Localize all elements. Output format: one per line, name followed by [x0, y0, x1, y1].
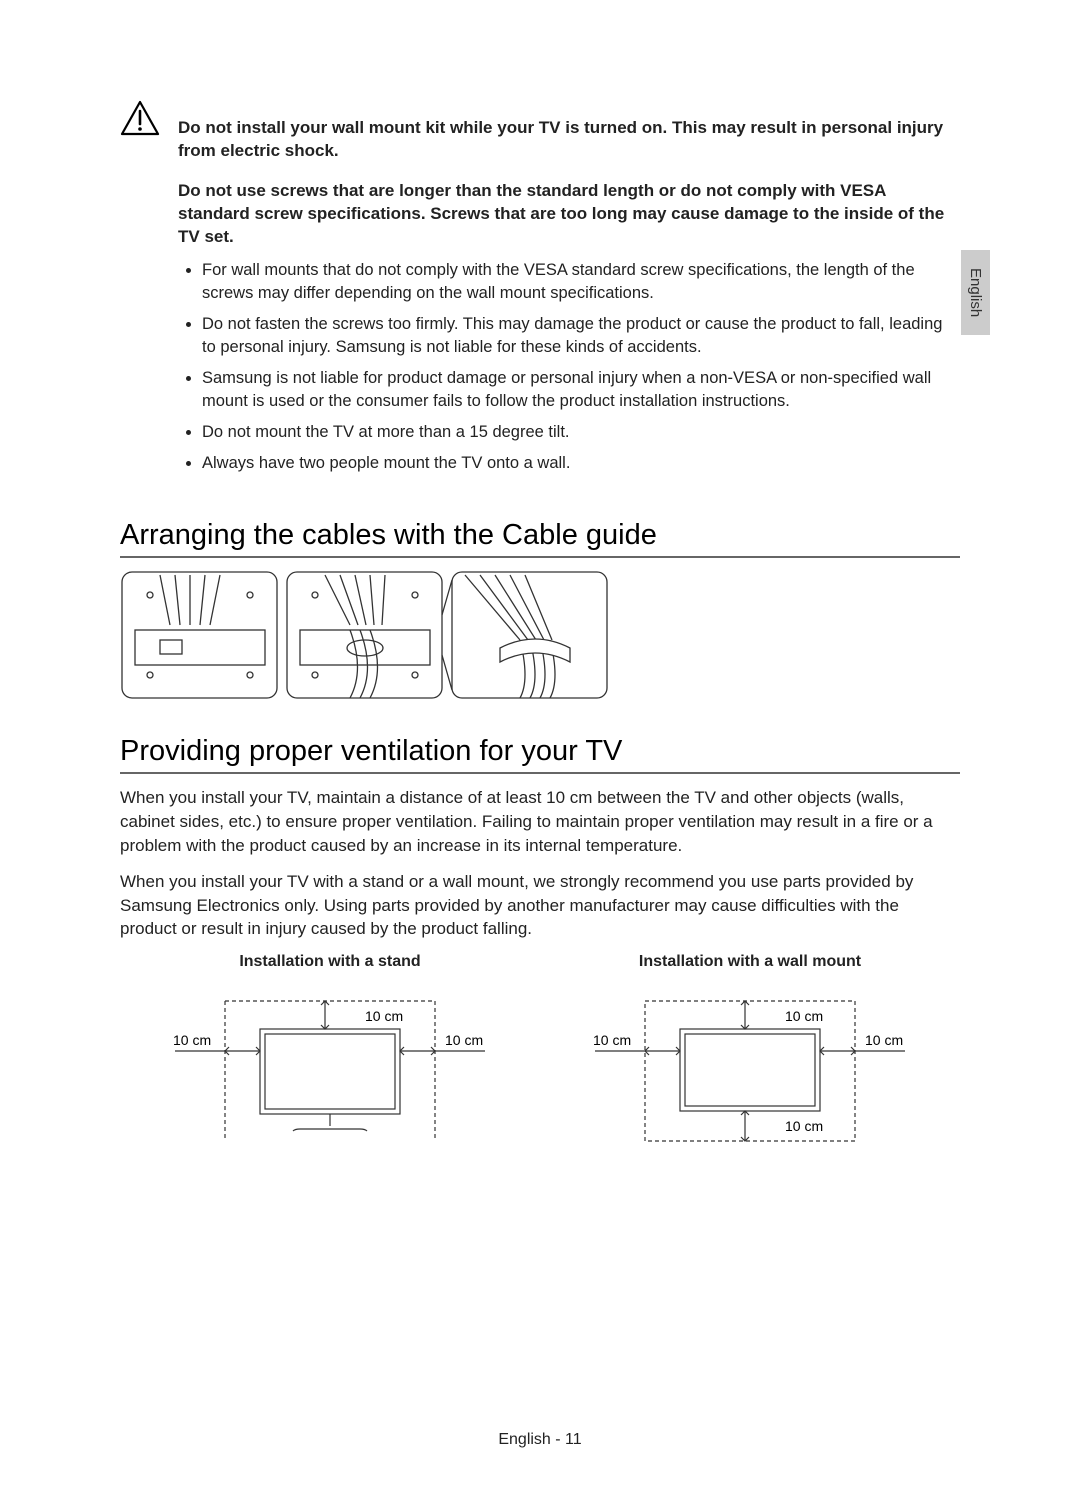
warning-bullet: Do not mount the TV at more than a 15 de… [202, 421, 960, 444]
warning-icon [120, 100, 170, 489]
warning-block: Do not install your wall mount kit while… [120, 100, 960, 489]
vent-wall-title: Installation with a wall mount [585, 953, 915, 971]
section-vent-title: Providing proper ventilation for your TV [120, 735, 960, 774]
warning-bullet: Do not fasten the screws too firmly. Thi… [202, 313, 960, 359]
warning-bullet: Always have two people mount the TV onto… [202, 452, 960, 475]
clearance-label: 10 cm [365, 1008, 403, 1024]
vent-p2: When you install your TV with a stand or… [120, 870, 960, 941]
warning-body: Do not install your wall mount kit while… [178, 100, 960, 489]
section-cable-title: Arranging the cables with the Cable guid… [120, 519, 960, 558]
warning-bullet: For wall mounts that do not comply with … [202, 259, 960, 305]
clearance-label: 10 cm [445, 1032, 483, 1048]
cable-guide-diagram [120, 570, 960, 705]
clearance-label: 10 cm [593, 1032, 631, 1048]
vent-wall-diagram: 10 cm 10 cm 10 cm 10 cm [585, 981, 915, 1151]
clearance-label: 10 cm [173, 1032, 211, 1048]
vent-stand-diagram: 10 cm 10 cm 10 cm [165, 981, 495, 1151]
ventilation-diagrams: Installation with a stand [120, 953, 960, 1156]
warning-p1: Do not install your wall mount kit while… [178, 117, 960, 163]
language-tab: English [961, 250, 990, 335]
warning-bullet: Samsung is not liable for product damage… [202, 367, 960, 413]
vent-wall-col: Installation with a wall mount [585, 953, 915, 1156]
clearance-label: 10 cm [785, 1118, 823, 1134]
page-footer: English - 11 [0, 1431, 1080, 1449]
warning-bullets: For wall mounts that do not comply with … [178, 259, 960, 476]
manual-page: English Do not install your wall mount k… [0, 0, 1080, 1494]
vent-stand-col: Installation with a stand [165, 953, 495, 1156]
clearance-label: 10 cm [865, 1032, 903, 1048]
warning-p2: Do not use screws that are longer than t… [178, 180, 960, 249]
vent-p1: When you install your TV, maintain a dis… [120, 786, 960, 857]
vent-stand-title: Installation with a stand [165, 953, 495, 971]
clearance-label: 10 cm [785, 1008, 823, 1024]
